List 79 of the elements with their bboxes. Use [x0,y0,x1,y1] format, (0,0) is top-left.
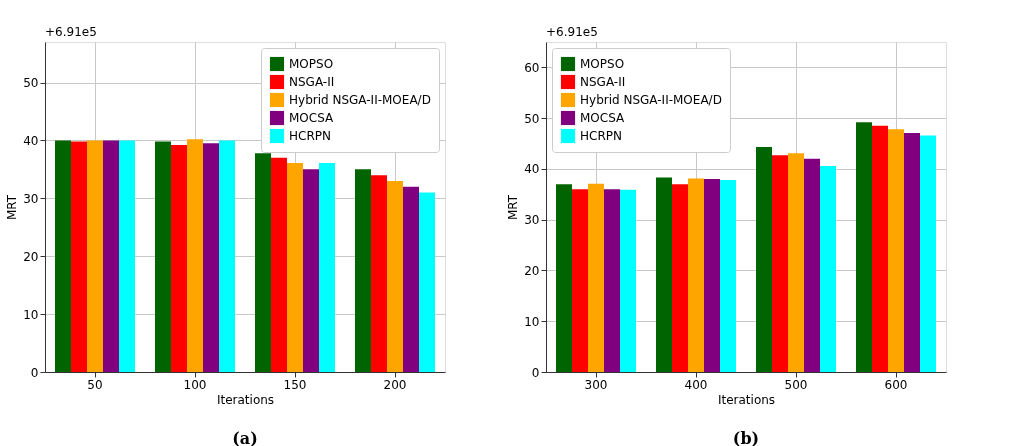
x-tick-label: 50 [87,377,103,392]
bar [856,122,872,372]
legend-label: HCRPN [580,129,622,143]
legend-label: Hybrid NSGA-II-MOEA/D [289,93,431,107]
bar [271,157,287,372]
y-tick-label: 40 [23,133,39,148]
y-tick-label: 20 [23,249,39,264]
y-tick-label: 30 [23,191,39,206]
x-axis-title: Iterations [216,392,275,407]
text: (a) [232,429,258,446]
y-tick-label: 0 [30,365,39,380]
bar [303,169,319,372]
legend-label: MOPSO [580,57,625,71]
bar [119,140,135,372]
legend-label: Hybrid NSGA-II-MOEA/D [580,93,722,107]
bar [556,184,572,372]
bar [103,140,119,372]
bar [287,163,303,372]
x-tick-label: 400 [684,377,708,392]
y-axis-title: MRT [5,194,20,221]
legend-label: NSGA-II [289,75,335,89]
legend-label: MOPSO [289,57,334,71]
x-tick-label: 150 [283,377,307,392]
bar [772,155,788,372]
bar [588,183,604,372]
y-tick-label: 50 [23,76,39,91]
bar [319,163,335,372]
x-axis-title: Iterations [717,392,776,407]
bar [403,186,419,372]
y-tick-label: 40 [524,162,540,177]
legend-label: MOCSA [580,111,626,125]
bar [187,139,203,372]
bar [820,165,836,372]
x-tick-label: 300 [584,377,608,392]
y-tick-label: 10 [524,314,540,329]
y-tick-label: 10 [23,307,39,322]
bar [203,143,219,372]
text: (b) [732,429,760,446]
x-tick-label: 200 [383,377,407,392]
y-axis-title: MRT [506,194,521,221]
legend-label: MOCSA [289,111,335,125]
bar [371,175,387,372]
legend-label: NSGA-II [580,75,626,89]
bar [788,153,804,372]
bar [87,140,103,372]
bar [720,180,736,372]
y-tick-label: 20 [524,263,540,278]
bar [155,141,171,372]
x-tick-label: 500 [784,377,808,392]
bar [804,158,820,372]
bar [572,189,588,372]
bar [672,184,688,372]
y-tick-label: 50 [524,111,540,126]
text: +6.91e5 [45,25,97,39]
bar [387,180,403,372]
text: +6.91e5 [546,25,598,39]
bar [419,192,435,372]
x-tick-label: 600 [884,377,908,392]
y-tick-label: 30 [524,213,540,228]
y-tick-label: 0 [531,365,540,380]
bar [872,125,888,372]
bar [904,132,920,372]
bar [604,189,620,372]
bar [756,147,772,372]
bar [71,141,87,372]
bar [219,140,235,372]
bar [920,135,936,372]
bar [255,153,271,372]
x-tick-label: 100 [183,377,207,392]
bar [55,140,71,372]
y-tick-label: 60 [524,60,540,75]
bar [656,177,672,372]
bar [704,179,720,372]
bar [620,189,636,372]
bar [888,129,904,372]
bar [688,178,704,372]
bar [355,169,371,372]
legend-label: HCRPN [289,129,331,143]
bar [171,145,187,372]
